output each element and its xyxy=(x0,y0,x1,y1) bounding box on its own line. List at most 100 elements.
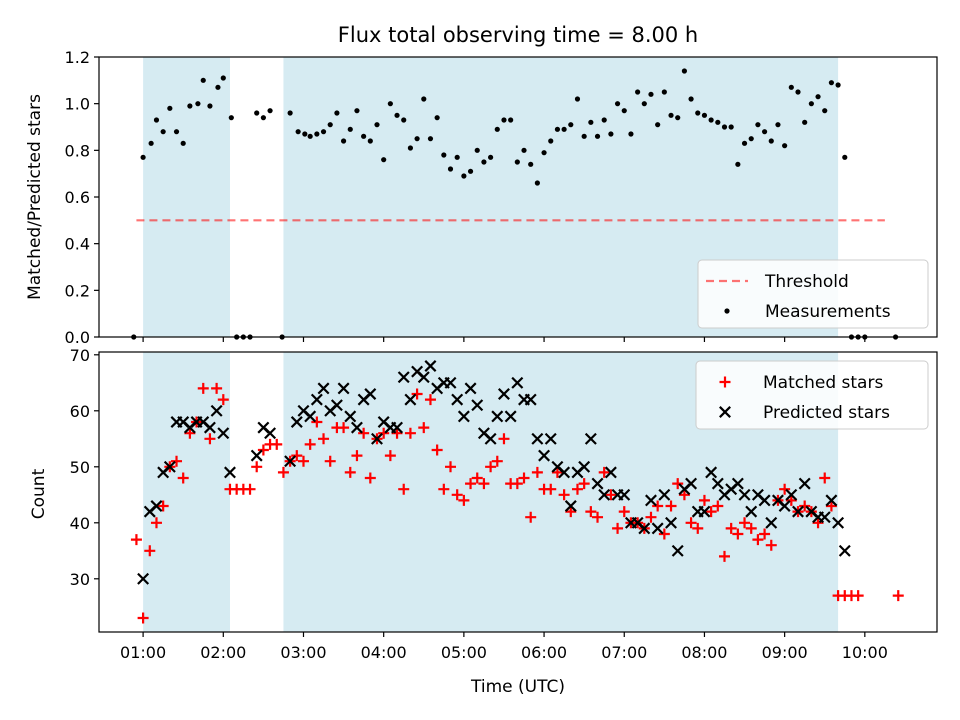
matched-star-point xyxy=(785,494,797,506)
matched-star-point xyxy=(451,489,463,501)
matched-star-point xyxy=(725,522,737,534)
predicted-star-point xyxy=(424,360,437,372)
predicted-star-point xyxy=(745,505,758,518)
measurement-point xyxy=(340,138,347,144)
measurement-point xyxy=(675,115,681,121)
measurement-point xyxy=(148,140,154,146)
predicted-star-point xyxy=(497,388,510,400)
measurement-point xyxy=(614,101,621,107)
matched-star-point xyxy=(411,388,423,400)
measurement-point xyxy=(768,138,774,144)
matched-star-point xyxy=(144,545,156,557)
x-tick-label: 04:00 xyxy=(361,643,407,662)
matched-star-point xyxy=(311,416,323,428)
measurement-point xyxy=(655,122,661,128)
measurement-point xyxy=(668,112,674,118)
matched-star-point xyxy=(565,506,577,518)
top-y-tick-label: 0.0 xyxy=(65,328,90,347)
matched-star-point xyxy=(498,433,510,445)
predicted-star-point xyxy=(665,516,678,529)
predicted-star-point xyxy=(391,421,404,434)
matched-star-point xyxy=(211,382,223,394)
matched-star-point xyxy=(518,472,530,484)
measurement-point xyxy=(454,154,460,160)
matched-star-point xyxy=(658,528,670,540)
measurement-point xyxy=(314,131,320,137)
legend-entry-label: Measurements xyxy=(765,302,891,322)
predicted-star-point xyxy=(731,477,744,490)
measurement-point xyxy=(173,129,180,135)
legend-entry-label: Matched stars xyxy=(763,373,883,393)
measurement-point xyxy=(167,105,173,111)
matched-star-point xyxy=(739,517,751,529)
predicted-star-point xyxy=(203,421,216,434)
top-y-tick-label: 0.2 xyxy=(65,281,90,300)
bottom-y-tick-label: 50 xyxy=(70,458,90,477)
matched-star-point xyxy=(618,506,630,518)
measurement-point xyxy=(481,159,487,165)
matched-star-point xyxy=(511,478,523,490)
predicted-star-point xyxy=(217,427,230,440)
matched-star-point xyxy=(485,461,497,473)
predicted-star-point xyxy=(404,393,417,406)
matched-star-point xyxy=(398,483,410,495)
matched-star-point xyxy=(712,500,724,512)
x-tick-label: 02:00 xyxy=(200,643,246,662)
matched-star-point xyxy=(852,590,864,602)
measurement-point xyxy=(648,91,654,97)
matched-star-point xyxy=(244,483,256,495)
measurement-point xyxy=(701,112,708,118)
predicted-star-point xyxy=(491,410,504,423)
predicted-star-point xyxy=(698,505,711,518)
measurement-point xyxy=(728,124,734,130)
matched-star-point xyxy=(645,511,657,523)
measurement-point xyxy=(361,133,367,139)
predicted-star-point xyxy=(792,505,804,518)
bottom-plot-area xyxy=(130,352,904,632)
measurement-point xyxy=(822,108,828,114)
matched-star-point xyxy=(217,394,229,406)
predicted-star-point xyxy=(658,488,671,501)
measurement-point xyxy=(187,103,193,109)
predicted-star-point xyxy=(558,466,571,479)
top-y-tick-label: 1.2 xyxy=(65,48,90,67)
top-legend-box xyxy=(697,259,929,329)
predicted-star-point xyxy=(618,488,631,501)
matched-star-point xyxy=(445,461,457,473)
measurement-point xyxy=(782,143,788,149)
bottom-y-tick-label: 30 xyxy=(70,570,90,589)
measurement-point xyxy=(307,133,313,139)
bottom-axes-frame xyxy=(98,351,938,633)
predicted-star-point xyxy=(364,388,377,400)
matched-star-point xyxy=(137,612,149,624)
measurement-point xyxy=(808,101,814,107)
matched-star-point xyxy=(698,494,710,506)
predicted-star-point xyxy=(150,500,163,512)
matched-star-point xyxy=(585,506,597,518)
measurement-point xyxy=(635,89,641,95)
matched-star-point xyxy=(752,534,764,546)
x-axis-label: Time (UTC) xyxy=(470,677,565,697)
matched-star-point xyxy=(150,517,162,529)
matched-star-point xyxy=(344,466,356,478)
predicted-star-point xyxy=(344,410,357,423)
matched-star-point xyxy=(612,522,624,534)
measurement-point xyxy=(434,115,440,121)
matched-star-point xyxy=(465,478,477,490)
matched-star-point xyxy=(598,466,610,478)
measurement-point xyxy=(441,152,447,158)
matched-star-point xyxy=(718,550,730,562)
matched-star-point xyxy=(378,427,390,439)
measurement-point xyxy=(501,117,507,123)
matched-star-point xyxy=(431,444,443,456)
predicted-star-point xyxy=(210,404,223,417)
matched-star-point xyxy=(672,478,684,490)
measurement-point xyxy=(347,126,353,132)
matched-star-point xyxy=(197,382,209,394)
measurement-point xyxy=(461,173,467,179)
predicted-star-point xyxy=(705,466,718,479)
bottom-y-axis-label: Count xyxy=(29,468,49,519)
measurement-point xyxy=(721,124,728,130)
measurement-point xyxy=(561,126,567,132)
top-legend: Threshold Measurements xyxy=(697,259,929,329)
